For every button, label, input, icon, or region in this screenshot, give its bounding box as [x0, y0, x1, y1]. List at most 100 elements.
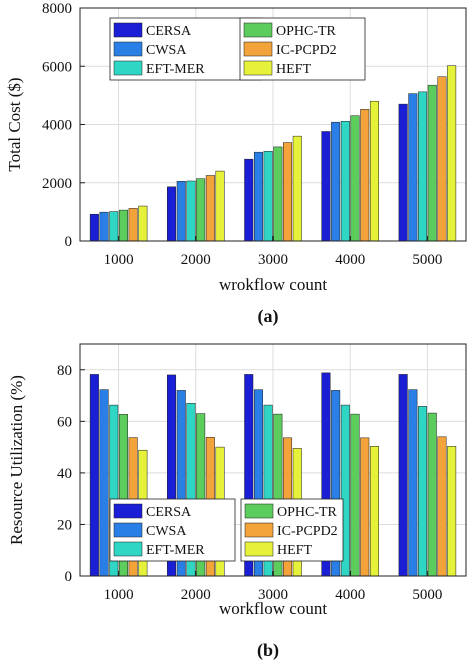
legend-label-cwsa: CWSA: [146, 43, 187, 58]
legend-box-2: OPHC-TR IC-PCPD2 HEFT: [240, 498, 344, 562]
bar-heft-3000: [292, 135, 302, 242]
legend-label-eft-mer: EFT-MER: [146, 62, 205, 77]
legend-label-cersa: CERSA: [146, 24, 192, 39]
bar-eft-mer-1000: [109, 211, 119, 242]
bar-ophc-tr-2000: [196, 178, 206, 242]
legend-label-cersa: CERSA: [146, 505, 192, 520]
plot-frame: [79, 7, 467, 242]
x-tick-label: 3000: [258, 587, 288, 603]
legend-label-ic-pcpd2: IC-PCPD2: [276, 43, 337, 58]
legend-swatch-cersa: [113, 22, 143, 38]
y-tick-label: 0: [65, 569, 73, 585]
legend-swatch-cersa: [113, 503, 143, 519]
bar-eft-mer-5000: [418, 406, 428, 577]
x-axis-label: wrokflow count: [219, 275, 327, 294]
y-axis-label: Total Cost ($): [5, 77, 24, 171]
bar-cersa-2000: [167, 186, 177, 242]
x-tick-label: 4000: [335, 252, 365, 268]
bar-heft-5000: [447, 65, 457, 242]
bar-cwsa-1000: [99, 211, 109, 242]
bar-ophc-tr-5000: [427, 412, 437, 577]
legend-label-ophc-tr: OPHC-TR: [276, 24, 337, 39]
legend-swatch-ophc-tr: [243, 22, 273, 38]
y-tick-label: 20: [57, 517, 72, 533]
x-tick-label: 3000: [258, 252, 288, 268]
bar-ic-pcpd2-4000: [360, 437, 370, 577]
bar-heft-4000: [369, 100, 379, 242]
panel-caption: (a): [258, 306, 279, 327]
y-tick-label: 2000: [42, 176, 72, 192]
legend-box-1: CERSA CWSA EFT-MER: [109, 498, 236, 562]
legend-box-2: OPHC-TR IC-PCPD2 HEFT: [239, 17, 366, 81]
bar-ophc-tr-4000: [350, 115, 360, 242]
bar-heft-5000: [447, 446, 457, 577]
x-tick-label: 5000: [412, 587, 442, 603]
bar-cersa-1000: [89, 374, 99, 577]
legend-label-heft: HEFT: [276, 62, 311, 77]
legend-swatch-heft: [243, 60, 273, 76]
x-tick-label: 1000: [104, 587, 134, 603]
y-tick-label: 0: [65, 234, 73, 250]
y-tick-label: 8000: [42, 1, 72, 17]
bar-cersa-5000: [398, 374, 408, 577]
bar-eft-mer-3000: [263, 151, 273, 242]
chart-panel-1: 0 2000 4000 6000 8000 1000 2000 3000 4000 5000 wro…: [5, 1, 467, 327]
legend-swatch-ic-pcpd2: [244, 522, 274, 538]
bar-cwsa-4000: [331, 121, 341, 242]
legend-swatch-cwsa: [113, 522, 143, 538]
bar-ophc-tr-3000: [273, 146, 283, 242]
legend-swatch-heft: [244, 541, 274, 557]
bar-ic-pcpd2-1000: [128, 208, 138, 242]
legend-label-cwsa: CWSA: [146, 524, 187, 539]
bar-eft-mer-4000: [340, 121, 350, 242]
legend-label-heft: HEFT: [277, 543, 312, 558]
plot-frame: [79, 343, 467, 577]
x-tick-label: 4000: [335, 587, 365, 603]
legend-box-1: CERSA CWSA EFT-MER: [109, 17, 263, 81]
bar-heft-2000: [215, 170, 225, 242]
x-tick-label: 2000: [181, 587, 211, 603]
legend-swatch-eft-mer: [113, 541, 143, 557]
legend-swatch-cwsa: [113, 41, 143, 57]
bar-ophc-tr-4000: [350, 413, 360, 577]
bar-cwsa-3000: [253, 151, 263, 242]
bar-heft-1000: [138, 205, 148, 242]
bar-cersa-5000: [398, 103, 408, 242]
y-tick-label: 6000: [42, 59, 72, 75]
bar-cwsa-1000: [99, 389, 109, 577]
bar-eft-mer-5000: [418, 91, 428, 242]
legend-swatch-ophc-tr: [244, 503, 274, 519]
bar-cwsa-5000: [408, 93, 418, 242]
y-axis-label: Resource Utilization (%): [7, 375, 26, 545]
y-tick-label: 80: [57, 363, 72, 379]
legend-swatch-ic-pcpd2: [243, 41, 273, 57]
chart-panel-2: 0 20 40 60 80 1000 2000 3000 4000 5000 workflow co…: [7, 343, 467, 661]
bar-ophc-tr-1000: [118, 209, 128, 242]
legend-label-ic-pcpd2: IC-PCPD2: [277, 524, 338, 539]
bar-cwsa-5000: [408, 389, 418, 577]
legend-swatch-eft-mer: [113, 60, 143, 76]
x-tick-label: 2000: [181, 252, 211, 268]
bar-eft-mer-2000: [186, 180, 196, 242]
bar-cersa-4000: [321, 131, 331, 242]
bar-heft-4000: [369, 446, 379, 577]
bar-ic-pcpd2-3000: [283, 142, 293, 242]
x-tick-label: 5000: [412, 252, 442, 268]
bar-cersa-3000: [244, 158, 254, 242]
bar-ic-pcpd2-4000: [360, 109, 370, 242]
legend-label-ophc-tr: OPHC-TR: [277, 505, 338, 520]
bar-cwsa-2000: [176, 181, 186, 242]
y-tick-label: 40: [57, 466, 72, 482]
legend-label-eft-mer: EFT-MER: [146, 543, 205, 558]
y-tick-label: 4000: [42, 118, 72, 134]
bar-ic-pcpd2-2000: [205, 175, 215, 242]
bar-ic-pcpd2-5000: [437, 436, 447, 577]
x-axis-label: workflow count: [219, 599, 327, 618]
bar-cersa-1000: [89, 213, 99, 242]
y-tick-label: 60: [57, 414, 72, 430]
bar-ophc-tr-5000: [427, 84, 437, 242]
bar-ic-pcpd2-5000: [437, 76, 447, 242]
x-tick-label: 1000: [104, 252, 134, 268]
panel-caption: (b): [257, 640, 279, 661]
